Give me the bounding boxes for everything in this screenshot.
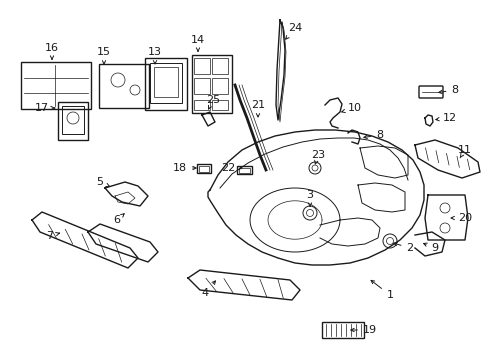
Text: 25: 25 [206,95,220,109]
Text: 8: 8 [364,130,384,140]
Text: 17: 17 [35,103,55,113]
Text: 5: 5 [97,177,109,187]
Text: 2: 2 [393,243,414,253]
Text: 24: 24 [286,23,302,39]
Text: 11: 11 [458,145,472,158]
Text: 22: 22 [221,163,242,173]
Text: 23: 23 [311,150,325,164]
Text: 1: 1 [371,280,393,300]
Text: 3: 3 [307,190,314,206]
Text: 10: 10 [342,103,362,113]
Text: 19: 19 [351,325,377,335]
Text: 8: 8 [439,85,459,95]
Text: 6: 6 [114,214,124,225]
Text: 16: 16 [45,43,59,59]
Text: 18: 18 [173,163,196,173]
Text: 7: 7 [47,231,59,241]
Text: 20: 20 [451,213,472,223]
Text: 13: 13 [148,47,162,64]
Text: 14: 14 [191,35,205,51]
Text: 9: 9 [423,243,439,253]
Text: 12: 12 [436,113,457,123]
Text: 21: 21 [251,100,265,117]
Text: 4: 4 [201,281,216,298]
Text: 15: 15 [97,47,111,64]
